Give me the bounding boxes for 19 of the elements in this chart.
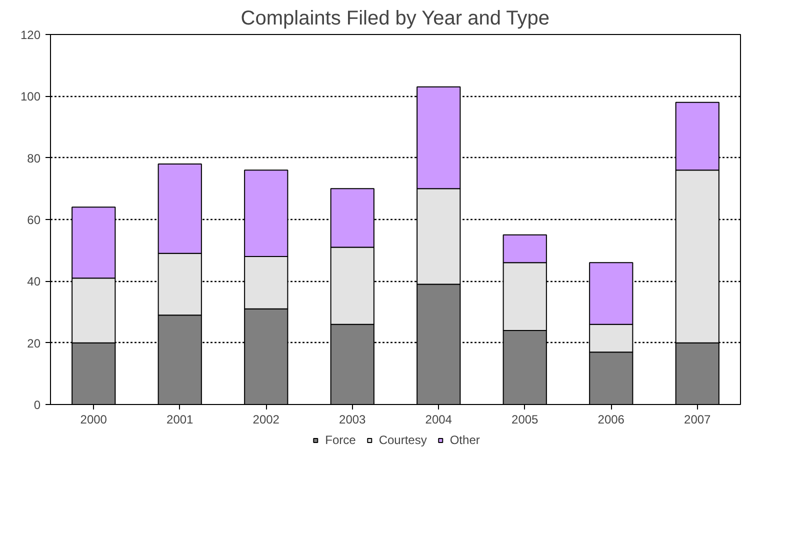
chart-title: Complaints Filed by Year and Type [240, 8, 550, 30]
x-tick-label: 2004 [425, 412, 452, 426]
y-tick-label: 100 [20, 90, 41, 104]
y-tick-label: 60 [27, 213, 41, 227]
x-tick-label: 2002 [252, 412, 280, 426]
legend-label: Force [325, 433, 356, 447]
y-tick-label: 40 [27, 274, 41, 289]
x-tick-label: 2003 [339, 412, 366, 426]
x-tick-label: 2006 [598, 412, 625, 426]
x-tick-label: 2007 [684, 412, 712, 426]
y-tick-label: 80 [27, 151, 41, 166]
y-tick-label: 20 [27, 336, 41, 350]
legend-label: Courtesy [378, 433, 427, 447]
x-tick-label: 2005 [512, 412, 539, 426]
x-tick-label: 2001 [166, 412, 194, 426]
legend-label: Other [450, 433, 480, 447]
y-tick-label: 120 [20, 28, 41, 42]
y-tick-label: 0 [34, 398, 41, 412]
x-tick-label: 2000 [80, 412, 108, 426]
